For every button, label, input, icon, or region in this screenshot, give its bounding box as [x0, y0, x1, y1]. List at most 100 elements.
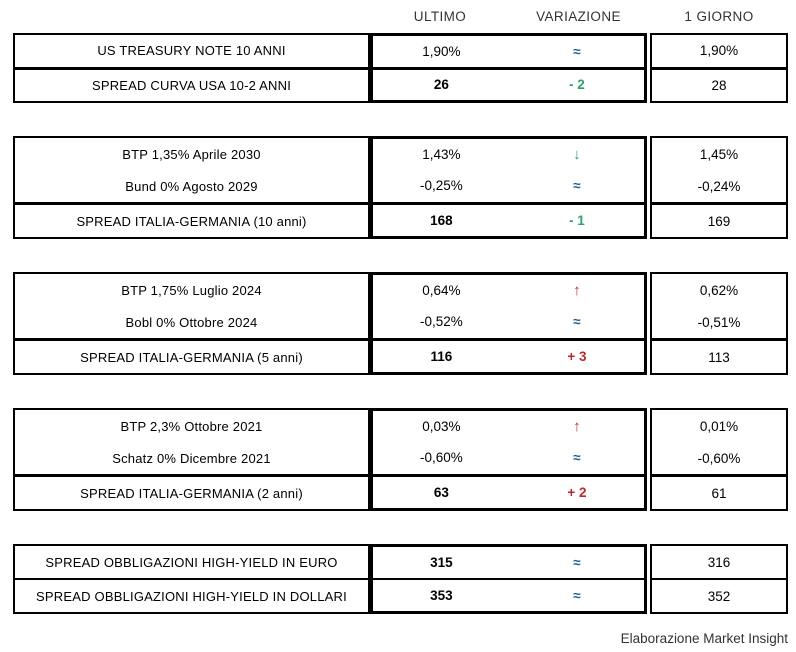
table-row: US TREASURY NOTE 10 ANNI: [15, 35, 368, 67]
column-header-1-giorno: 1 GIORNO: [684, 9, 754, 24]
one-day-value: 1,90%: [699, 43, 739, 59]
table-row: 1,45%: [652, 138, 786, 170]
instrument-label: BTP 1,35% Aprile 2030: [122, 146, 261, 162]
table-row: 0,64% ↑: [373, 275, 644, 306]
one-day-value: -0,51%: [697, 314, 741, 330]
ultimo-value: -0,52%: [420, 314, 463, 330]
table-row: SPREAD ITALIA-GERMANIA (2 anni): [15, 474, 368, 509]
spread-label: SPREAD OBBLIGAZIONI HIGH-YIELD IN DOLLAR…: [36, 588, 347, 604]
ultimo-value: 315: [430, 555, 453, 570]
one-day-value: 113: [708, 349, 730, 365]
table-section: SPREAD OBBLIGAZIONI HIGH-YIELD IN EURO SP…: [13, 544, 788, 614]
approx-equal-icon: ≈: [573, 450, 581, 466]
table-section: BTP 2,3% Ottobre 2021 Schatz 0% Dicembre …: [13, 408, 788, 511]
table-row: 113: [652, 338, 786, 373]
table-row: -0,52% ≈: [373, 306, 644, 337]
ultimo-value: 1,43%: [422, 147, 461, 163]
one-day-value: 0,62%: [699, 282, 739, 298]
table-row: BTP 2,3% Ottobre 2021: [15, 410, 368, 442]
instrument-label: Bund 0% Agosto 2029: [125, 178, 258, 194]
one-day-value: 61: [711, 485, 727, 501]
minus-change-text: - 2: [569, 77, 585, 93]
spread-label: SPREAD ITALIA-GERMANIA (5 anni): [80, 349, 303, 365]
down-arrow-icon: ↓: [573, 146, 581, 164]
table-section: BTP 1,35% Aprile 2030 Bund 0% Agosto 2029…: [13, 136, 788, 239]
ultimo-variazione-column-box: 315 ≈353 ≈: [370, 544, 647, 614]
one-day-value: 28: [711, 77, 727, 93]
label-column-box: SPREAD OBBLIGAZIONI HIGH-YIELD IN EURO SP…: [13, 544, 370, 614]
spread-label: SPREAD ITALIA-GERMANIA (10 anni): [76, 213, 307, 229]
instrument-label: Bobl 0% Ottobre 2024: [125, 314, 258, 330]
column-header-variazione: VARIAZIONE: [536, 9, 621, 24]
up-arrow-icon: ↑: [573, 282, 581, 300]
credit-text: Elaborazione Market Insight: [620, 631, 788, 646]
approx-equal-icon: ≈: [573, 178, 581, 194]
one-day-column-box: 1,90% 28: [650, 33, 788, 103]
ultimo-value: 63: [433, 484, 449, 500]
ultimo-value: 116: [430, 348, 453, 364]
table-row: SPREAD ITALIA-GERMANIA (5 anni): [15, 338, 368, 373]
table-row: Bund 0% Agosto 2029: [15, 170, 368, 202]
table-row: 1,90%: [652, 35, 786, 67]
table-row: 316: [652, 546, 786, 578]
table-row: SPREAD ITALIA-GERMANIA (10 anni): [15, 202, 368, 237]
table-row: 352: [652, 578, 786, 612]
spread-label: SPREAD ITALIA-GERMANIA (2 anni): [80, 485, 303, 501]
table-row: -0,60%: [652, 442, 786, 474]
table-section: BTP 1,75% Luglio 2024 Bobl 0% Ottobre 202…: [13, 272, 788, 375]
ultimo-value: 353: [430, 588, 453, 603]
ultimo-value: 26: [433, 77, 449, 93]
approx-equal-icon: ≈: [573, 588, 581, 603]
ultimo-value: 1,90%: [422, 43, 461, 59]
table-row: -0,25% ≈: [373, 170, 644, 201]
one-day-value: 169: [707, 213, 731, 229]
table-row: 0,01%: [652, 410, 786, 442]
table-header-row: ULTIMO VARIAZIONE 1 GIORNO: [13, 0, 788, 33]
table-row: SPREAD OBBLIGAZIONI HIGH-YIELD IN DOLLAR…: [15, 578, 368, 612]
table-sections-container: US TREASURY NOTE 10 ANNI SPREAD CURVA USA…: [13, 33, 788, 614]
up-arrow-icon: ↑: [573, 418, 581, 436]
instrument-label: BTP 1,75% Luglio 2024: [121, 282, 262, 298]
table-row: 315 ≈: [373, 547, 644, 578]
table-row: 353 ≈: [373, 578, 644, 611]
label-column-box: US TREASURY NOTE 10 ANNI SPREAD CURVA USA…: [13, 33, 370, 103]
ultimo-value: -0,25%: [420, 178, 463, 194]
table-row: BTP 1,75% Luglio 2024: [15, 274, 368, 306]
spread-label: SPREAD OBBLIGAZIONI HIGH-YIELD IN EURO: [45, 554, 338, 570]
instrument-label: Schatz 0% Dicembre 2021: [112, 450, 271, 466]
approx-equal-icon: ≈: [573, 314, 581, 330]
column-header-ultimo: ULTIMO: [413, 9, 467, 24]
ultimo-value: 168: [430, 212, 453, 228]
approx-equal-icon: ≈: [573, 43, 581, 59]
one-day-value: -0,24%: [697, 178, 741, 194]
table-row: 61: [652, 474, 786, 509]
minus-change-text: - 1: [569, 212, 585, 228]
plus-change-text: + 3: [567, 348, 587, 364]
one-day-value: 1,45%: [699, 146, 739, 162]
one-day-value: 352: [707, 588, 731, 604]
instrument-label: BTP 2,3% Ottobre 2021: [120, 418, 263, 434]
table-row: 28: [652, 66, 786, 102]
instrument-label: US TREASURY NOTE 10 ANNI: [97, 43, 286, 59]
ultimo-variazione-column-box: 0,03% ↑ -0,60% ≈63 + 2: [370, 408, 647, 511]
table-row: Schatz 0% Dicembre 2021: [15, 442, 368, 474]
approx-equal-icon: ≈: [573, 555, 581, 570]
one-day-value: 316: [707, 554, 731, 570]
one-day-column-box: 1,45% -0,24% 169: [650, 136, 788, 239]
one-day-value: -0,60%: [697, 450, 741, 466]
table-row: -0,24%: [652, 170, 786, 202]
spread-label: SPREAD CURVA USA 10-2 ANNI: [91, 77, 292, 93]
table-row: -0,60% ≈: [373, 442, 644, 473]
table-row: 1,43% ↓: [373, 139, 644, 170]
label-column-box: BTP 2,3% Ottobre 2021 Schatz 0% Dicembre …: [13, 408, 370, 511]
table-row: BTP 1,35% Aprile 2030: [15, 138, 368, 170]
table-row: 116 + 3: [373, 337, 644, 372]
ultimo-value: 0,64%: [422, 283, 461, 299]
table-row: -0,51%: [652, 306, 786, 338]
ultimo-variazione-column-box: 1,90% ≈26 - 2: [370, 33, 647, 103]
ultimo-value: -0,60%: [420, 450, 463, 466]
one-day-column-box: 316 352: [650, 544, 788, 614]
ultimo-variazione-column-box: 1,43% ↓ -0,25% ≈168 - 1: [370, 136, 647, 239]
table-row: SPREAD CURVA USA 10-2 ANNI: [15, 66, 368, 102]
